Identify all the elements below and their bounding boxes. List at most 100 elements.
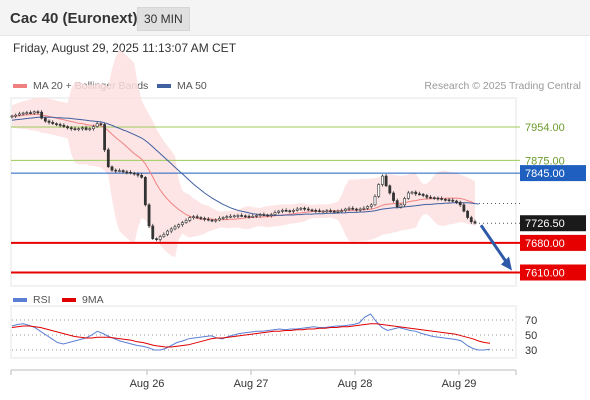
candle-body <box>40 111 44 119</box>
candle-body <box>321 210 325 213</box>
candle-body <box>466 210 469 218</box>
candle-body <box>166 230 169 235</box>
candle-body <box>284 210 288 212</box>
candle-body <box>55 123 58 125</box>
candle-body <box>336 210 340 213</box>
candle-body <box>432 197 436 199</box>
candle-body <box>251 215 255 218</box>
candle-body <box>310 209 314 212</box>
candle-body <box>266 214 269 217</box>
candle-body <box>147 204 151 227</box>
level-label-2: 7845.00 <box>525 168 565 180</box>
candle-body <box>229 215 232 218</box>
candle-body <box>406 192 410 199</box>
ma20-swatch-icon <box>13 84 27 88</box>
candle-body <box>429 196 432 199</box>
candle-body <box>347 207 351 210</box>
candle-body <box>106 149 110 168</box>
candle-body <box>14 114 18 117</box>
candle-body <box>269 214 273 216</box>
candle-body <box>399 204 403 208</box>
candle-body <box>314 210 318 212</box>
candle-body <box>136 173 140 176</box>
legend-label: RSI <box>33 294 51 306</box>
candle-body <box>199 217 203 219</box>
legend-label: MA 50 <box>177 80 207 92</box>
interval-button[interactable]: 30 MIN <box>137 7 190 31</box>
candle-body <box>255 215 258 217</box>
candle-body <box>84 127 88 130</box>
candle-body <box>440 198 444 200</box>
candle-body <box>373 196 377 206</box>
projection-arrowhead <box>501 256 512 271</box>
candle-body <box>247 215 251 218</box>
candle-body <box>258 214 262 216</box>
legend-ma50: MA 50 <box>157 80 207 92</box>
candle-body <box>210 219 214 222</box>
candle-body <box>25 112 29 114</box>
candle-body <box>132 172 136 175</box>
rsi-swatch-icon <box>13 298 27 302</box>
rsi-tick-label-2: 30 <box>525 345 537 357</box>
candle-body <box>232 215 236 218</box>
candle-body <box>358 208 362 211</box>
candle-body <box>462 204 466 212</box>
candle-body <box>384 175 388 187</box>
candle-body <box>66 126 69 129</box>
rsi-tick-label-0: 70 <box>525 315 537 327</box>
candle-body <box>414 191 418 195</box>
candle-body <box>184 220 188 223</box>
rsi-series-rsi <box>11 313 491 351</box>
rsi-panel-frame <box>10 305 517 359</box>
candle-body <box>458 201 462 206</box>
chart-timestamp: Friday, August 29, 2025 11:13:07 AM CET <box>13 41 237 55</box>
candle-body <box>29 112 32 114</box>
candle-body <box>451 199 455 202</box>
chart-header: Cac 40 (Euronext) 30 MIN <box>0 0 590 36</box>
level-label-1: 7875.00 <box>525 155 565 167</box>
candle-body <box>392 192 395 201</box>
projection-arrow-shaft <box>479 224 510 266</box>
candle-body <box>158 236 162 240</box>
candle-body <box>18 113 21 116</box>
candle-body <box>88 128 92 130</box>
price-panel-frame <box>10 97 517 287</box>
candle-body <box>125 171 129 174</box>
candle-body <box>277 210 281 213</box>
candle-body <box>303 207 307 210</box>
level-tag-3 <box>520 234 586 251</box>
candle-body <box>388 185 392 194</box>
legend-label: 9MA <box>82 294 104 306</box>
candle-body <box>473 221 477 224</box>
candle-body <box>114 169 118 172</box>
candle-body <box>469 217 473 223</box>
candle-body <box>262 214 266 216</box>
x-tick-label-1: Aug 27 <box>234 378 269 390</box>
last-price-label: 7726.50 <box>525 218 565 230</box>
candle-body <box>10 115 14 118</box>
candle-body <box>362 207 366 210</box>
candle-body <box>436 197 440 200</box>
candle-body <box>343 208 347 212</box>
candle-body <box>421 193 425 196</box>
candle-body <box>218 218 221 221</box>
candle-body <box>21 112 25 115</box>
level-label-3: 7680.00 <box>525 238 565 250</box>
candle-body <box>425 195 429 198</box>
legend-rsi: RSI <box>13 294 51 306</box>
candle-body <box>95 123 99 127</box>
level-tag-4 <box>520 264 586 281</box>
candle-body <box>299 207 303 210</box>
instrument-title: Cac 40 (Euronext) <box>10 10 138 27</box>
candle-body <box>395 200 399 208</box>
candle-body <box>355 208 358 211</box>
candle-body <box>236 215 240 217</box>
candle-body <box>225 216 229 218</box>
candle-body <box>455 200 458 203</box>
x-tick-label-2: Aug 28 <box>338 378 373 390</box>
candle-body <box>32 111 36 114</box>
candle-body <box>329 210 332 213</box>
candle-body <box>69 127 73 130</box>
candle-body <box>288 210 292 213</box>
